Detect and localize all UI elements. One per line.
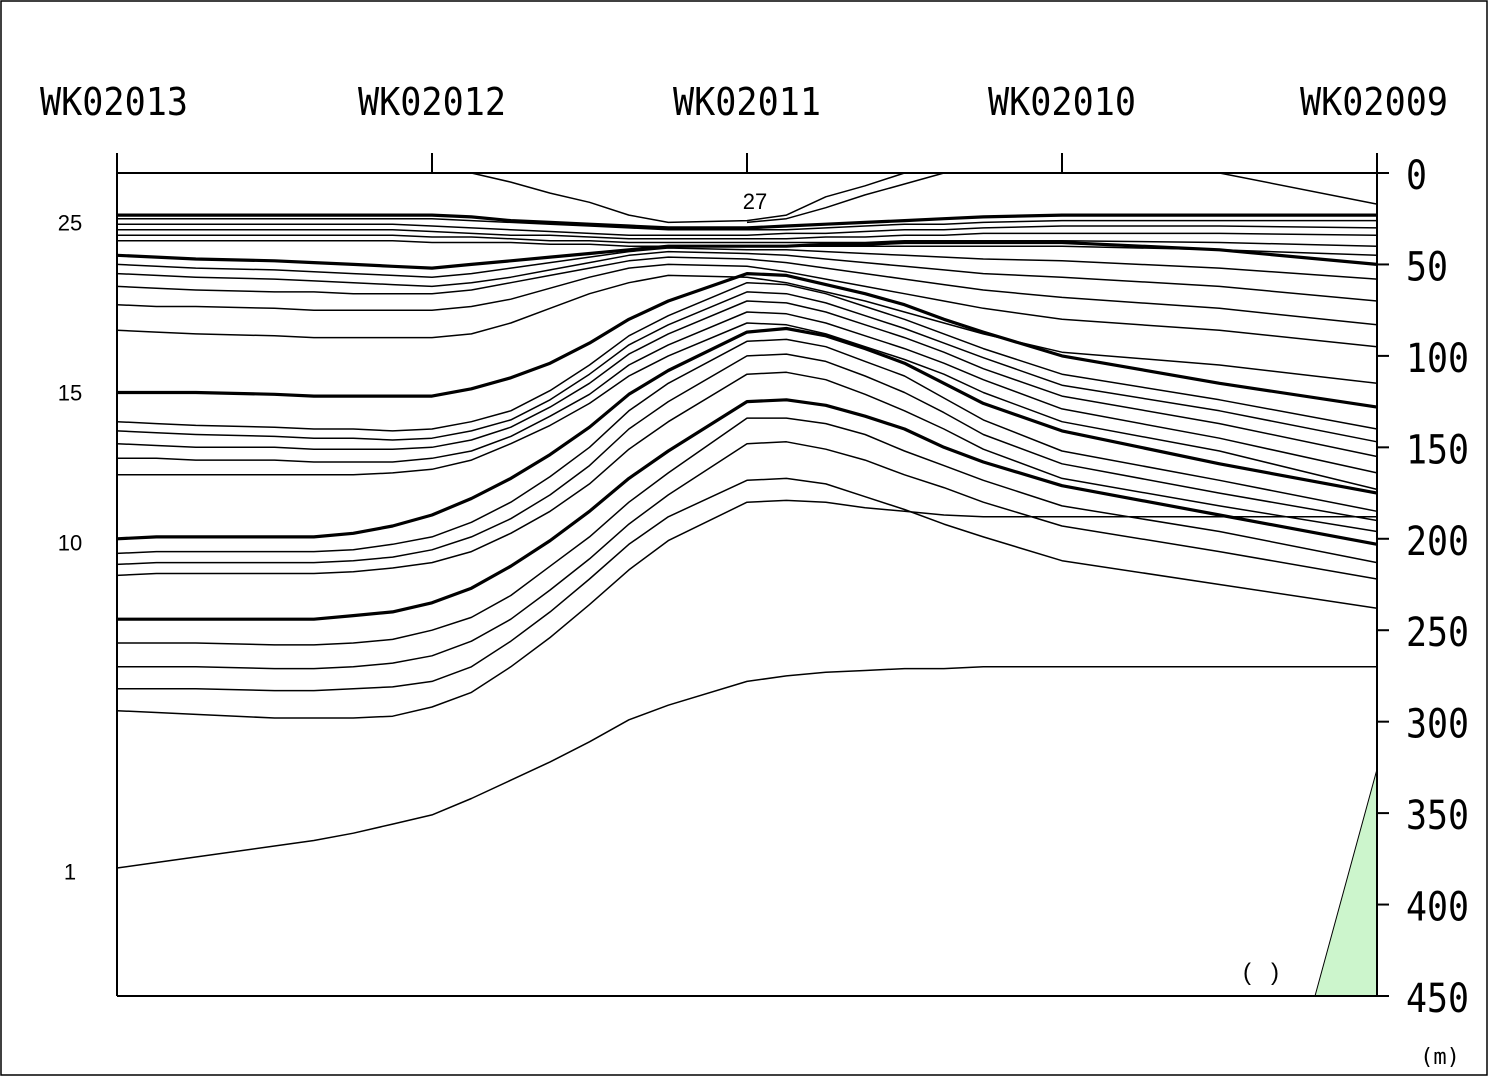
contour-line-24: [116, 371, 1378, 577]
y-tick-label: 100: [1406, 336, 1469, 382]
contour-line-25: [117, 398, 1378, 621]
contour-line-22: [116, 338, 1378, 555]
y-tick-label: 450: [1406, 976, 1469, 1022]
contour-value-label: 25: [58, 210, 82, 235]
contour-line-0: [432, 172, 944, 224]
contour-line-17: [116, 291, 1378, 443]
contour-line-23: [116, 353, 1378, 566]
contour-line-30: [116, 666, 1377, 869]
y-tick-label: 0: [1406, 153, 1427, 199]
contour-line-14: [116, 274, 1378, 385]
contour-line-3: [117, 213, 1377, 230]
contour-line-18: [116, 300, 1378, 458]
contour-line-20: [117, 322, 1378, 491]
contour-line-29: [116, 499, 1377, 719]
contour-value-label: 27: [743, 189, 767, 214]
contour-line-21: [116, 326, 1378, 541]
y-tick-label: 150: [1406, 427, 1469, 473]
contour-value-labels: 25 15 10 1 27: [58, 189, 767, 885]
y-tick-label: 300: [1406, 702, 1469, 748]
contour-line-8: [117, 239, 1378, 257]
contour-line-9: [116, 240, 1378, 270]
contour-line-10: [116, 247, 1378, 280]
contour-value-label: 1: [64, 860, 76, 885]
contour-line-5: [117, 223, 1378, 236]
y-tick-label: 400: [1406, 885, 1469, 931]
y-tick-label: 250: [1406, 610, 1469, 656]
y-tick-label: 200: [1406, 519, 1469, 565]
contour-line-27: [117, 441, 1378, 670]
shaded-region: [1314, 769, 1378, 997]
station-labels: WK02013 WK02012 WK02011 WK02010 WK02009: [40, 80, 1448, 174]
contour-value-label: 10: [58, 530, 82, 555]
station-label: WK02012: [358, 80, 506, 124]
plot-frame: [116, 172, 1378, 997]
station-label: WK02011: [673, 80, 821, 124]
region-annotation: ( ): [1243, 959, 1279, 986]
contour-line-1: [746, 172, 945, 224]
station-label: WK02010: [988, 80, 1136, 124]
contour-line-4: [117, 217, 1377, 231]
contour-value-label: 15: [58, 380, 82, 405]
y-axis-tick-labels: 0 50 100 150 200 250 300 350 400 450: [1377, 153, 1469, 1022]
station-label: WK02009: [1300, 80, 1448, 124]
contour-line-2: [1062, 172, 1378, 205]
contour-lines: [116, 172, 1378, 997]
contour-line-13: [116, 263, 1378, 348]
contour-line-15: [117, 272, 1378, 409]
y-unit-label: (m): [1420, 1045, 1460, 1070]
contour-line-12: [116, 256, 1378, 326]
contour-line-16: [116, 281, 1378, 432]
contour-line-26: [117, 417, 1378, 646]
y-tick-label: 50: [1406, 244, 1448, 290]
contour-line-7: [117, 234, 1378, 247]
contour-line-11: [116, 250, 1378, 302]
contour-line-19: [117, 311, 1378, 474]
contour-line-28: [117, 477, 1378, 692]
y-tick-label: 350: [1406, 793, 1469, 839]
contour-line-6: [117, 228, 1378, 240]
station-label: WK02013: [40, 80, 188, 124]
